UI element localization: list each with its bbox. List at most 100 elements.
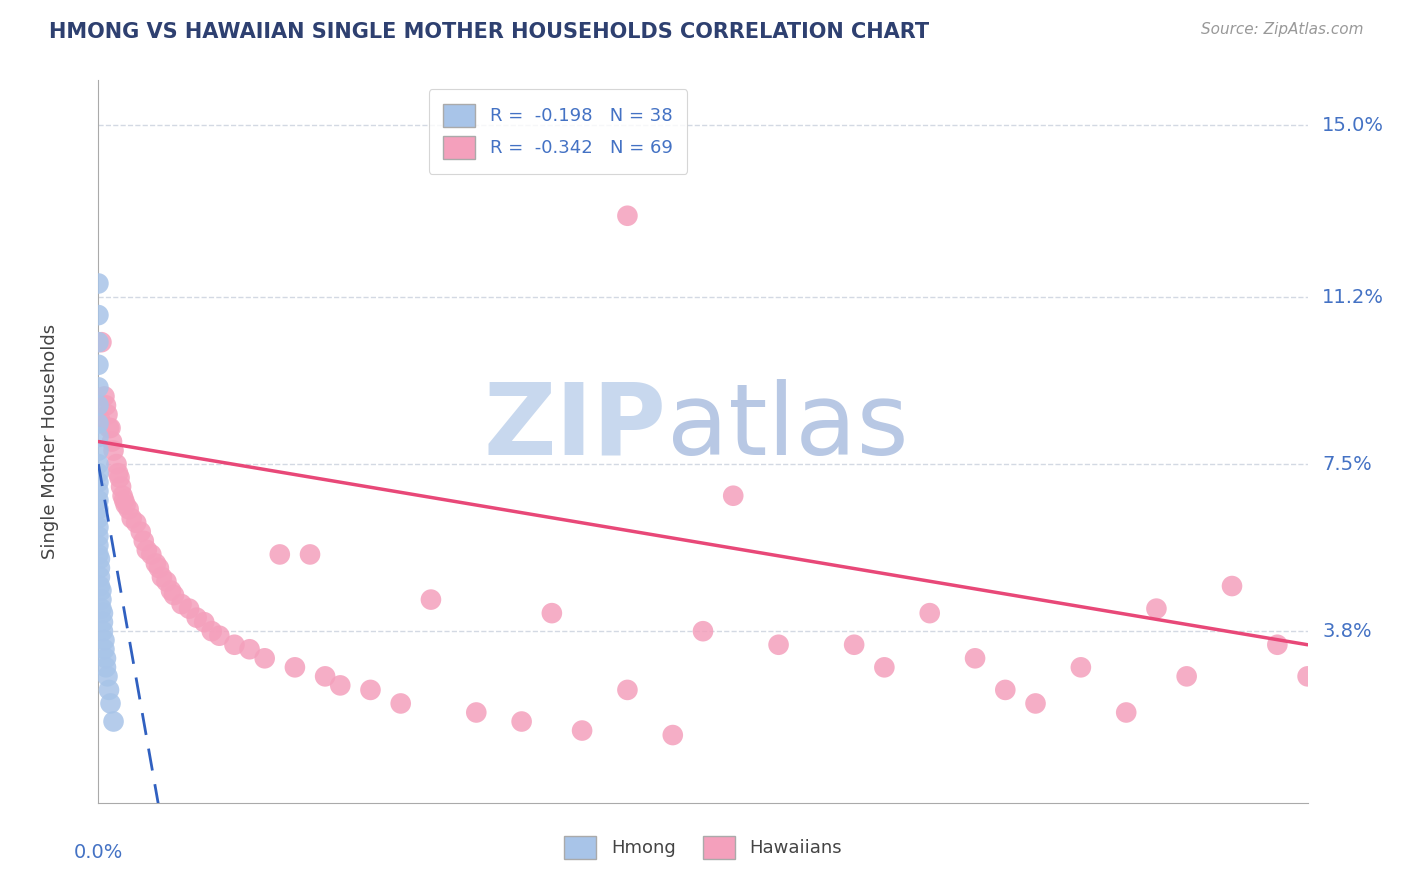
Text: 11.2%: 11.2% (1322, 287, 1384, 307)
Point (87, 308, 110, 322)
Point (96, 408, 118, 422)
Point (1267, 638, 1289, 652)
Point (93, 642, 115, 657)
Point (389, 697, 412, 711)
Point (103, 443, 125, 458)
Point (93, 389, 115, 403)
Point (155, 574, 177, 589)
Point (87, 484, 110, 499)
Text: 0.0%: 0.0% (73, 843, 124, 862)
Point (96, 669, 118, 683)
Point (284, 660, 307, 674)
Point (269, 548, 291, 562)
Text: 7.5%: 7.5% (1322, 455, 1372, 474)
Point (90, 592, 112, 607)
Point (125, 516, 148, 530)
Point (844, 638, 866, 652)
Text: Single Mother Households: Single Mother Households (41, 324, 59, 559)
Point (89, 412, 111, 426)
Point (89, 570, 111, 584)
Point (100, 697, 122, 711)
Point (239, 642, 262, 657)
Point (87, 511, 110, 525)
Point (132, 533, 155, 548)
Point (918, 606, 941, 620)
Point (201, 624, 224, 639)
Point (661, 728, 683, 742)
Point (93, 633, 115, 648)
Point (723, 489, 745, 503)
Point (1175, 669, 1198, 683)
Point (89, 561, 111, 575)
Point (100, 421, 122, 435)
Point (114, 498, 136, 512)
Point (103, 714, 125, 729)
Point (150, 570, 173, 584)
Point (87, 380, 110, 394)
Point (1070, 660, 1092, 674)
Point (87, 417, 110, 431)
Point (145, 557, 167, 571)
Point (112, 493, 135, 508)
Point (873, 660, 896, 674)
Point (121, 511, 143, 525)
Point (105, 457, 128, 471)
Point (111, 489, 134, 503)
Point (1144, 601, 1167, 615)
Text: 15.0%: 15.0% (1322, 116, 1384, 135)
Point (89, 579, 111, 593)
Point (101, 434, 124, 449)
Point (87, 502, 110, 516)
Point (91, 624, 114, 639)
Point (87, 457, 110, 471)
Point (616, 209, 638, 223)
Point (90, 601, 112, 615)
Point (87, 335, 110, 350)
Point (94, 651, 117, 665)
Point (1296, 669, 1319, 683)
Point (965, 651, 987, 665)
Point (118, 502, 141, 516)
Point (299, 548, 322, 562)
Point (360, 682, 382, 697)
Point (465, 706, 488, 720)
Point (170, 597, 193, 611)
Point (510, 714, 533, 729)
Point (87, 430, 110, 444)
Point (135, 542, 157, 557)
Text: atlas: atlas (666, 378, 908, 475)
Point (186, 610, 208, 624)
Point (98, 682, 121, 697)
Point (94, 660, 117, 674)
Point (224, 638, 246, 652)
Point (91, 615, 114, 630)
Point (87, 548, 110, 562)
Point (148, 561, 170, 575)
Point (1115, 706, 1137, 720)
Point (87, 538, 110, 552)
Point (87, 277, 110, 291)
Point (208, 629, 231, 643)
Point (90, 335, 112, 350)
Point (314, 669, 336, 683)
Point (253, 651, 276, 665)
Point (1024, 697, 1046, 711)
Point (163, 588, 186, 602)
Point (540, 606, 562, 620)
Point (87, 493, 110, 508)
Point (98, 421, 121, 435)
Point (129, 524, 152, 539)
Point (94, 398, 117, 412)
Point (616, 682, 638, 697)
Point (160, 583, 183, 598)
Point (141, 548, 163, 562)
Point (87, 443, 110, 458)
Point (420, 592, 443, 607)
Point (87, 520, 110, 534)
Text: ZIP: ZIP (484, 378, 666, 475)
Point (107, 466, 129, 480)
Point (179, 601, 201, 615)
Point (329, 678, 352, 692)
Point (87, 475, 110, 490)
Point (768, 638, 790, 652)
